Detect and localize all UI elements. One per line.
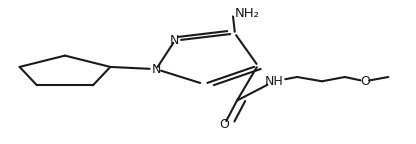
Text: O: O [360,75,370,88]
Text: NH₂: NH₂ [235,7,260,20]
Text: N: N [151,63,161,76]
Text: N: N [170,34,180,47]
Text: NH: NH [265,75,284,88]
Text: O: O [220,118,230,131]
